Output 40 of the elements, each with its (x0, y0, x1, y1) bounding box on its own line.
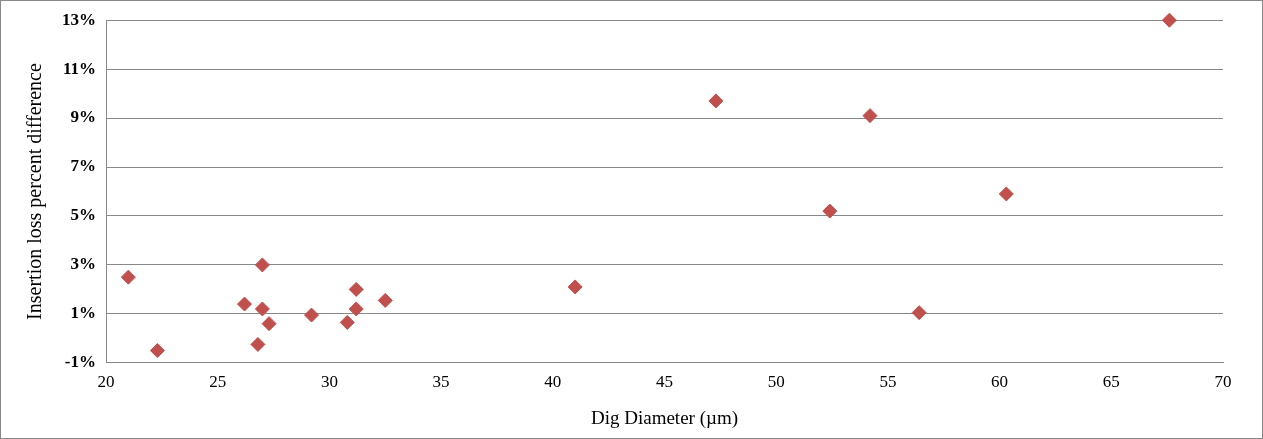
point (237, 296, 253, 312)
x-tick-label: 20 (97, 372, 115, 392)
x-tick-label: 35 (432, 372, 450, 392)
point (708, 93, 724, 109)
y-tick-label: 11% (62, 58, 96, 78)
point (1161, 12, 1177, 28)
y-axis-title: Insertion loss percent difference (23, 63, 47, 320)
point (254, 257, 270, 273)
point (998, 186, 1014, 202)
point (567, 279, 583, 295)
point (822, 203, 838, 219)
y-tick-label: 5% (70, 205, 96, 225)
x-tick-label: 65 (1102, 372, 1120, 392)
point (254, 301, 270, 317)
x-tick-label: 50 (767, 372, 785, 392)
point (377, 292, 393, 308)
point (250, 336, 266, 352)
x-tick-label: 70 (1214, 372, 1232, 392)
y-tick-label: 13% (62, 9, 96, 29)
x-tick-label: 40 (544, 372, 562, 392)
point (304, 307, 320, 323)
x-tick-label: 55 (879, 372, 897, 392)
point (149, 343, 165, 359)
y-tick-label: 3% (70, 254, 96, 274)
y-tick-label: 1% (70, 303, 96, 323)
point (339, 314, 355, 330)
point (862, 108, 878, 124)
point (120, 269, 136, 285)
x-tick-label: 30 (320, 372, 338, 392)
y-tick-label: -1% (64, 352, 96, 372)
point (348, 301, 364, 317)
point (911, 305, 927, 321)
x-tick-label: 60 (991, 372, 1009, 392)
x-tick-label: 25 (209, 372, 227, 392)
x-axis-title: Dig Diameter (µm) (590, 406, 739, 429)
point (261, 316, 277, 332)
point (348, 281, 364, 297)
y-tick-label: 7% (70, 156, 96, 176)
x-tick-label: 45 (656, 372, 673, 392)
y-tick-label: 9% (70, 107, 96, 127)
